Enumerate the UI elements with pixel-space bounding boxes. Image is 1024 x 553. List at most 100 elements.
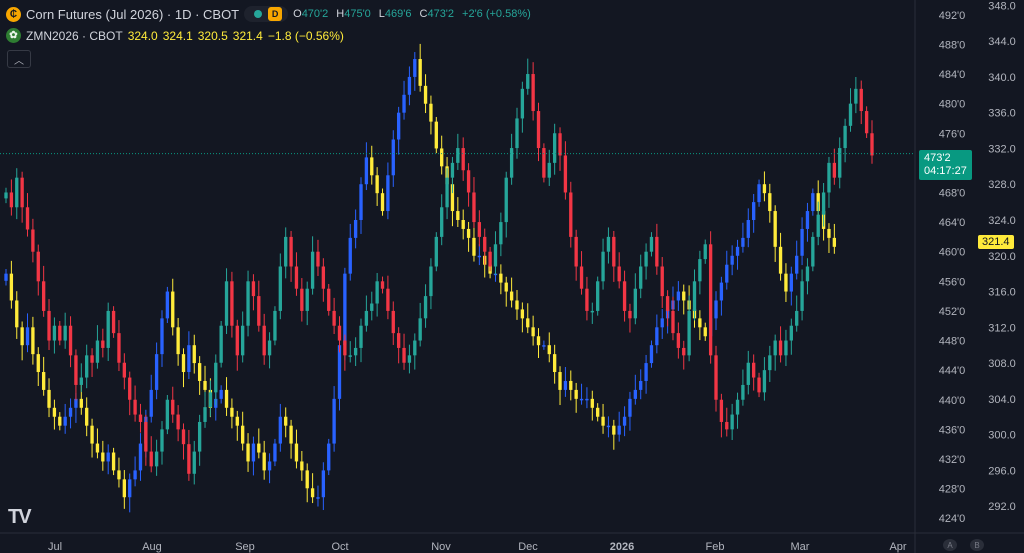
compare-candle [800, 228, 804, 256]
tradingview-logo[interactable]: TV [8, 506, 32, 528]
compare-candle [251, 443, 256, 462]
compare-candle [440, 148, 444, 167]
compare-candle [563, 380, 568, 390]
main-candle [574, 236, 578, 267]
main-candle [171, 399, 175, 415]
left-axis-tick: 452'0 [939, 306, 966, 318]
compare-header: ✿ ZMN2026 · CBOT 324.0 324.1 320.5 321.4… [6, 28, 344, 43]
main-candle [579, 266, 584, 289]
main-candle [515, 118, 519, 149]
compare-candle [472, 237, 476, 256]
left-axis-tick: 424'0 [939, 513, 966, 525]
main-candle [4, 192, 8, 199]
main-candle [730, 414, 734, 430]
main-candle [85, 355, 89, 378]
main-candle [262, 325, 266, 356]
compare-candle [224, 389, 229, 408]
right-axis-tick: 320.0 [988, 251, 1016, 263]
main-candle [327, 288, 331, 311]
compare-high: 324.1 [162, 28, 193, 43]
main-candle [321, 266, 326, 289]
compare-candle [85, 407, 89, 426]
main-candle [639, 266, 643, 289]
compare-candle [203, 380, 207, 390]
main-candle [47, 310, 51, 341]
main-candle [95, 340, 100, 363]
main-candle [445, 177, 449, 208]
compare-candle [579, 398, 584, 401]
main-candle [305, 288, 309, 311]
compare-candle [267, 461, 272, 471]
collapse-legend-button[interactable]: ︿ [7, 50, 31, 68]
compare-candle [111, 452, 116, 471]
main-candle [144, 421, 148, 452]
symbol-title[interactable]: Corn Futures (Jul 2026) · 1D · CBOT [26, 6, 240, 22]
main-candle [9, 192, 14, 208]
main-candle [526, 74, 530, 89]
chart-header: ₵ Corn Futures (Jul 2026) · 1D · CBOT D … [6, 6, 531, 22]
main-candle [682, 347, 686, 356]
left-axis-tick: 480'0 [939, 99, 966, 111]
right-axis-tick: 348.0 [988, 0, 1016, 12]
compare-candle [187, 345, 191, 373]
main-candle [407, 355, 412, 363]
compare-candle [789, 273, 793, 292]
compare-candle [160, 318, 164, 355]
auto-scale-button[interactable]: A [943, 539, 957, 551]
main-candle [499, 222, 503, 245]
main-candle [332, 310, 336, 326]
main-candle [477, 222, 482, 237]
main-candle [316, 251, 320, 267]
main-candle [117, 333, 121, 363]
compare-candle [359, 184, 363, 220]
status-pill[interactable]: D [244, 6, 289, 22]
compare-candle [230, 407, 234, 417]
main-candle [434, 236, 438, 267]
main-candle [854, 88, 858, 104]
bar-countdown: 04:17:27 [924, 165, 967, 177]
main-candle [461, 148, 465, 171]
compare-candle [149, 389, 153, 417]
main-candle [257, 296, 261, 326]
compare-candle [310, 488, 315, 498]
compare-candle [719, 282, 724, 301]
ohlc-values: O470'2 H475'0 L469'6 C473'2 +2'6 (+0.58%… [293, 8, 531, 20]
compare-candle [36, 354, 40, 373]
log-scale-button[interactable]: B [970, 539, 984, 551]
main-candle [569, 192, 573, 237]
main-candle [585, 288, 589, 311]
time-axis-tick: Oct [331, 541, 348, 553]
compare-symbol[interactable]: ZMN2026 · CBOT [26, 28, 123, 43]
left-axis-tick: 448'0 [939, 336, 966, 348]
compare-candle [278, 416, 282, 444]
main-candle [563, 155, 568, 193]
time-axis-tick: Dec [518, 541, 538, 553]
compare-candle [596, 407, 600, 417]
compare-candle [41, 372, 46, 390]
main-candle [219, 325, 223, 363]
main-candle [214, 362, 218, 393]
right-axis-tick: 296.0 [988, 465, 1016, 477]
main-candle [230, 281, 234, 326]
compare-candle [25, 327, 30, 346]
sprout-icon[interactable]: ✿ [6, 28, 21, 43]
main-candle [154, 451, 159, 467]
main-candle [149, 451, 153, 467]
right-axis-tick: 340.0 [988, 72, 1016, 84]
compare-candle [4, 273, 8, 281]
main-candle [235, 325, 239, 356]
main-candle [612, 236, 616, 267]
main-candle [870, 133, 874, 156]
compare-candle [197, 363, 202, 381]
compare-candle [106, 452, 110, 462]
coin-icon[interactable]: ₵ [6, 6, 21, 22]
compare-candle [418, 59, 422, 86]
compare-candle [58, 416, 62, 426]
right-axis-tick: 292.0 [988, 501, 1016, 513]
compare-candle [725, 264, 729, 283]
compare-candle [504, 282, 508, 292]
main-candle [671, 310, 675, 334]
main-candle [558, 133, 562, 156]
compare-candle [20, 327, 24, 346]
